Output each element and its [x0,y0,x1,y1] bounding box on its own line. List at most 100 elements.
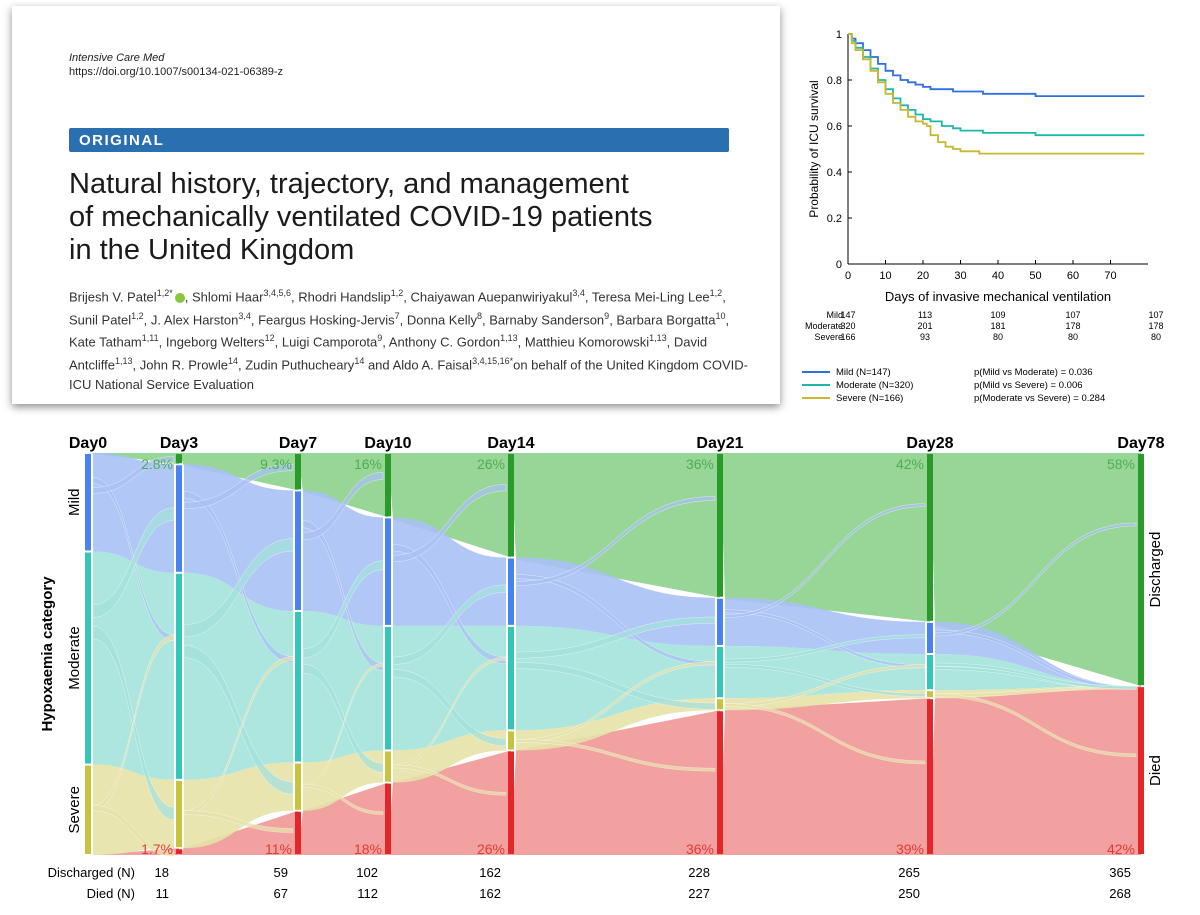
category-label-moderate: Moderate [66,626,83,689]
author-name: Teresa Mei-Ling Lee [591,289,710,305]
doi-link[interactable]: https://doi.org/10.1007/s00134-021-06389… [69,66,284,78]
y-tick-label: 0.4 [827,167,842,179]
author-name: Aldo A. Faisal [392,357,473,373]
transition-flow [392,764,507,796]
risk-row-label: Moderate [805,321,843,331]
discharged-percent: 16% [354,456,382,472]
survival-curve [848,33,1145,97]
died-percent: 18% [354,841,382,857]
day-label: Day14 [487,435,534,452]
severe-flow [516,698,715,751]
x-tick-label: 0 [845,270,851,282]
discharged-count: 59 [274,865,288,880]
transition-flow [724,664,926,707]
mild-node [717,598,723,645]
author-name: Donna Kelly [406,312,477,328]
legend-label: Mild (N=147) [836,367,891,378]
paper-header-card: Intensive Care Med https://doi.org/10.10… [12,6,780,404]
transition-flow [392,669,507,747]
discharged-flow [388,453,511,558]
author-affiliation: 9 [377,333,383,344]
moderate-node [717,646,723,698]
died-count: 11 [156,886,170,901]
risk-value: 113 [918,310,932,320]
transition-flow [392,484,507,563]
category-label-severe: Severe [66,786,83,834]
journal-name: Intensive Care Med [69,52,165,64]
transition-flow [183,645,294,795]
day-label: Day7 [279,435,317,452]
risk-value: 181 [990,321,1005,331]
transition-flow [183,810,294,833]
survival-curve [848,33,1145,155]
risk-value: 107 [1065,310,1080,320]
died-node [1138,687,1144,854]
transition-flow [392,544,507,664]
y-tick-label: 0.8 [827,75,842,87]
orcid-icon[interactable] [174,292,185,303]
author-name: J. Alex Harston [150,312,239,328]
risk-value: 166 [840,332,855,342]
transition-flow [92,456,175,494]
moderate-node [927,655,933,690]
moderate-node [85,552,91,764]
discharged-node [295,454,301,490]
risk-value: 80 [1068,332,1078,342]
discharged-percent: 42% [896,456,924,472]
risk-value: 178 [1148,321,1163,331]
discharged-flow [930,453,1141,687]
discharged-flow [720,453,930,622]
mild-node [385,518,391,625]
discharged-count: 265 [898,865,920,880]
discharged-node [176,454,182,464]
category-label-mild: Mild [66,488,83,516]
severe-flow [725,690,925,711]
author-affiliation: 3,4 [238,310,251,321]
author-affiliation: 1,11 [141,333,159,344]
transition-flow [934,693,1137,757]
discharged-percent: 26% [477,456,505,472]
x-tick-label: 10 [879,270,891,282]
transition-flow [724,664,926,697]
author-name: Barbara Borgatta [616,312,716,328]
transition-flow [515,739,716,772]
moderate-flow [93,551,174,780]
day-label: Day21 [696,435,743,452]
transition-flow [724,503,926,618]
author-affiliation: 1,13 [500,333,518,344]
category-label-discharged: Discharged [1147,532,1164,608]
mild-node [508,558,514,625]
risk-row-label: Mild [826,310,843,320]
transition-flow [302,663,384,788]
severe-node [508,731,514,750]
transition-flow [515,661,716,743]
transition-flow [302,784,384,815]
discharged-flow [88,453,179,465]
p-value: p(Mild vs Moderate) = 0.036 [974,367,1093,378]
transition-flow [302,663,384,773]
discharged-percent: 2.8% [141,456,173,472]
author-name: John R. Prowle [139,357,228,373]
author-affiliation: 8 [477,310,483,321]
author-name: Chaiyawan Auepanwiriyakul [410,289,573,305]
author-affiliation: 1,2 [131,310,144,321]
discharged-flow [298,453,388,518]
author-group: on behalf of the United Kingdom COVID-IC… [69,357,748,392]
died-count: 112 [357,886,378,901]
author-affiliation: 1,2 [390,288,404,298]
discharged-percent: 58% [1107,456,1135,472]
died-count: 67 [274,886,288,901]
discharged-node [717,454,723,597]
transition-flow [724,634,926,663]
died-node [176,849,182,854]
title-line: in the United Kingdom [69,234,355,266]
author-affiliation: 1,13 [649,333,667,344]
day-label: Day78 [1117,435,1164,452]
author-affiliation: 10 [715,310,726,321]
counts-row-label: Died (N) [87,886,135,901]
died-flow [88,848,179,855]
discharged-count: 18 [155,865,169,880]
day-label: Day0 [69,435,107,452]
x-tick-label: 30 [954,270,966,282]
